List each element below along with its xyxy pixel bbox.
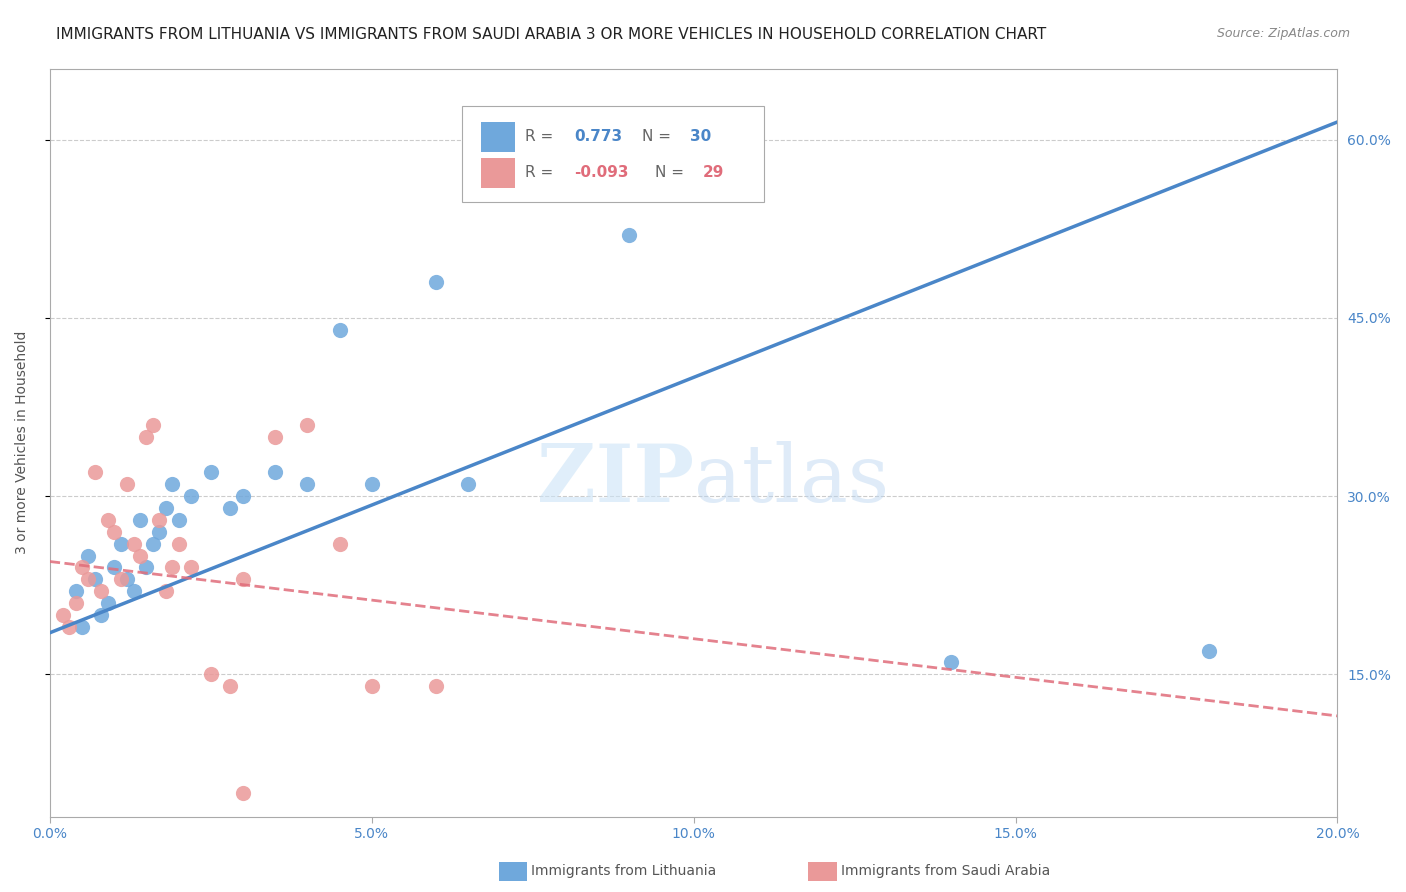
Text: Immigrants from Lithuania: Immigrants from Lithuania <box>531 864 717 879</box>
Point <box>457 477 479 491</box>
Text: -0.093: -0.093 <box>574 165 628 180</box>
Point <box>1198 643 1220 657</box>
Point <box>83 466 105 480</box>
Point <box>200 667 222 681</box>
Text: 30: 30 <box>690 129 711 145</box>
Point <box>264 430 287 444</box>
Text: R =: R = <box>524 165 558 180</box>
Point <box>129 513 152 527</box>
Point <box>129 549 152 563</box>
Text: 29: 29 <box>703 165 724 180</box>
Point <box>619 227 641 242</box>
Text: Immigrants from Saudi Arabia: Immigrants from Saudi Arabia <box>841 864 1050 879</box>
Text: Source: ZipAtlas.com: Source: ZipAtlas.com <box>1216 27 1350 40</box>
Y-axis label: 3 or more Vehicles in Household: 3 or more Vehicles in Household <box>15 331 30 555</box>
Point <box>297 477 319 491</box>
Point <box>122 584 145 599</box>
Point <box>232 572 254 586</box>
Point <box>142 537 165 551</box>
Point <box>360 679 382 693</box>
Point <box>115 572 138 586</box>
Point <box>135 430 157 444</box>
Point <box>70 620 93 634</box>
Point <box>219 501 242 516</box>
Point <box>328 537 350 551</box>
Text: N =: N = <box>643 129 676 145</box>
Point <box>135 560 157 574</box>
Text: ZIP: ZIP <box>537 442 693 519</box>
Point <box>142 417 165 432</box>
Point <box>425 679 447 693</box>
Point <box>148 513 170 527</box>
Point <box>77 572 100 586</box>
Point <box>77 549 100 563</box>
Point <box>65 584 87 599</box>
Point <box>103 524 125 539</box>
Text: N =: N = <box>655 165 689 180</box>
Point <box>155 501 177 516</box>
Point <box>200 466 222 480</box>
Point <box>360 477 382 491</box>
Point <box>90 607 112 622</box>
Point <box>115 477 138 491</box>
Point <box>97 596 120 610</box>
Point <box>110 572 132 586</box>
Point <box>103 560 125 574</box>
Point <box>70 560 93 574</box>
Point <box>90 584 112 599</box>
Bar <box>481 158 515 187</box>
Text: 0.773: 0.773 <box>574 129 621 145</box>
Point <box>83 572 105 586</box>
Point <box>167 537 190 551</box>
Point <box>122 537 145 551</box>
Point <box>160 560 183 574</box>
Point <box>110 537 132 551</box>
Text: atlas: atlas <box>693 442 889 519</box>
Point <box>232 786 254 800</box>
Point <box>297 417 319 432</box>
Point <box>148 524 170 539</box>
Point <box>180 489 202 503</box>
Text: IMMIGRANTS FROM LITHUANIA VS IMMIGRANTS FROM SAUDI ARABIA 3 OR MORE VEHICLES IN : IMMIGRANTS FROM LITHUANIA VS IMMIGRANTS … <box>56 27 1046 42</box>
Bar <box>481 121 515 152</box>
Point <box>939 656 962 670</box>
Point <box>328 323 350 337</box>
Point <box>219 679 242 693</box>
Point <box>65 596 87 610</box>
FancyBboxPatch shape <box>461 106 765 202</box>
Point <box>155 584 177 599</box>
Point <box>232 489 254 503</box>
Point <box>160 477 183 491</box>
Point <box>180 560 202 574</box>
Point <box>52 607 75 622</box>
Point <box>425 276 447 290</box>
Point <box>97 513 120 527</box>
Point <box>167 513 190 527</box>
Point <box>58 620 80 634</box>
Text: R =: R = <box>524 129 558 145</box>
Point <box>264 466 287 480</box>
